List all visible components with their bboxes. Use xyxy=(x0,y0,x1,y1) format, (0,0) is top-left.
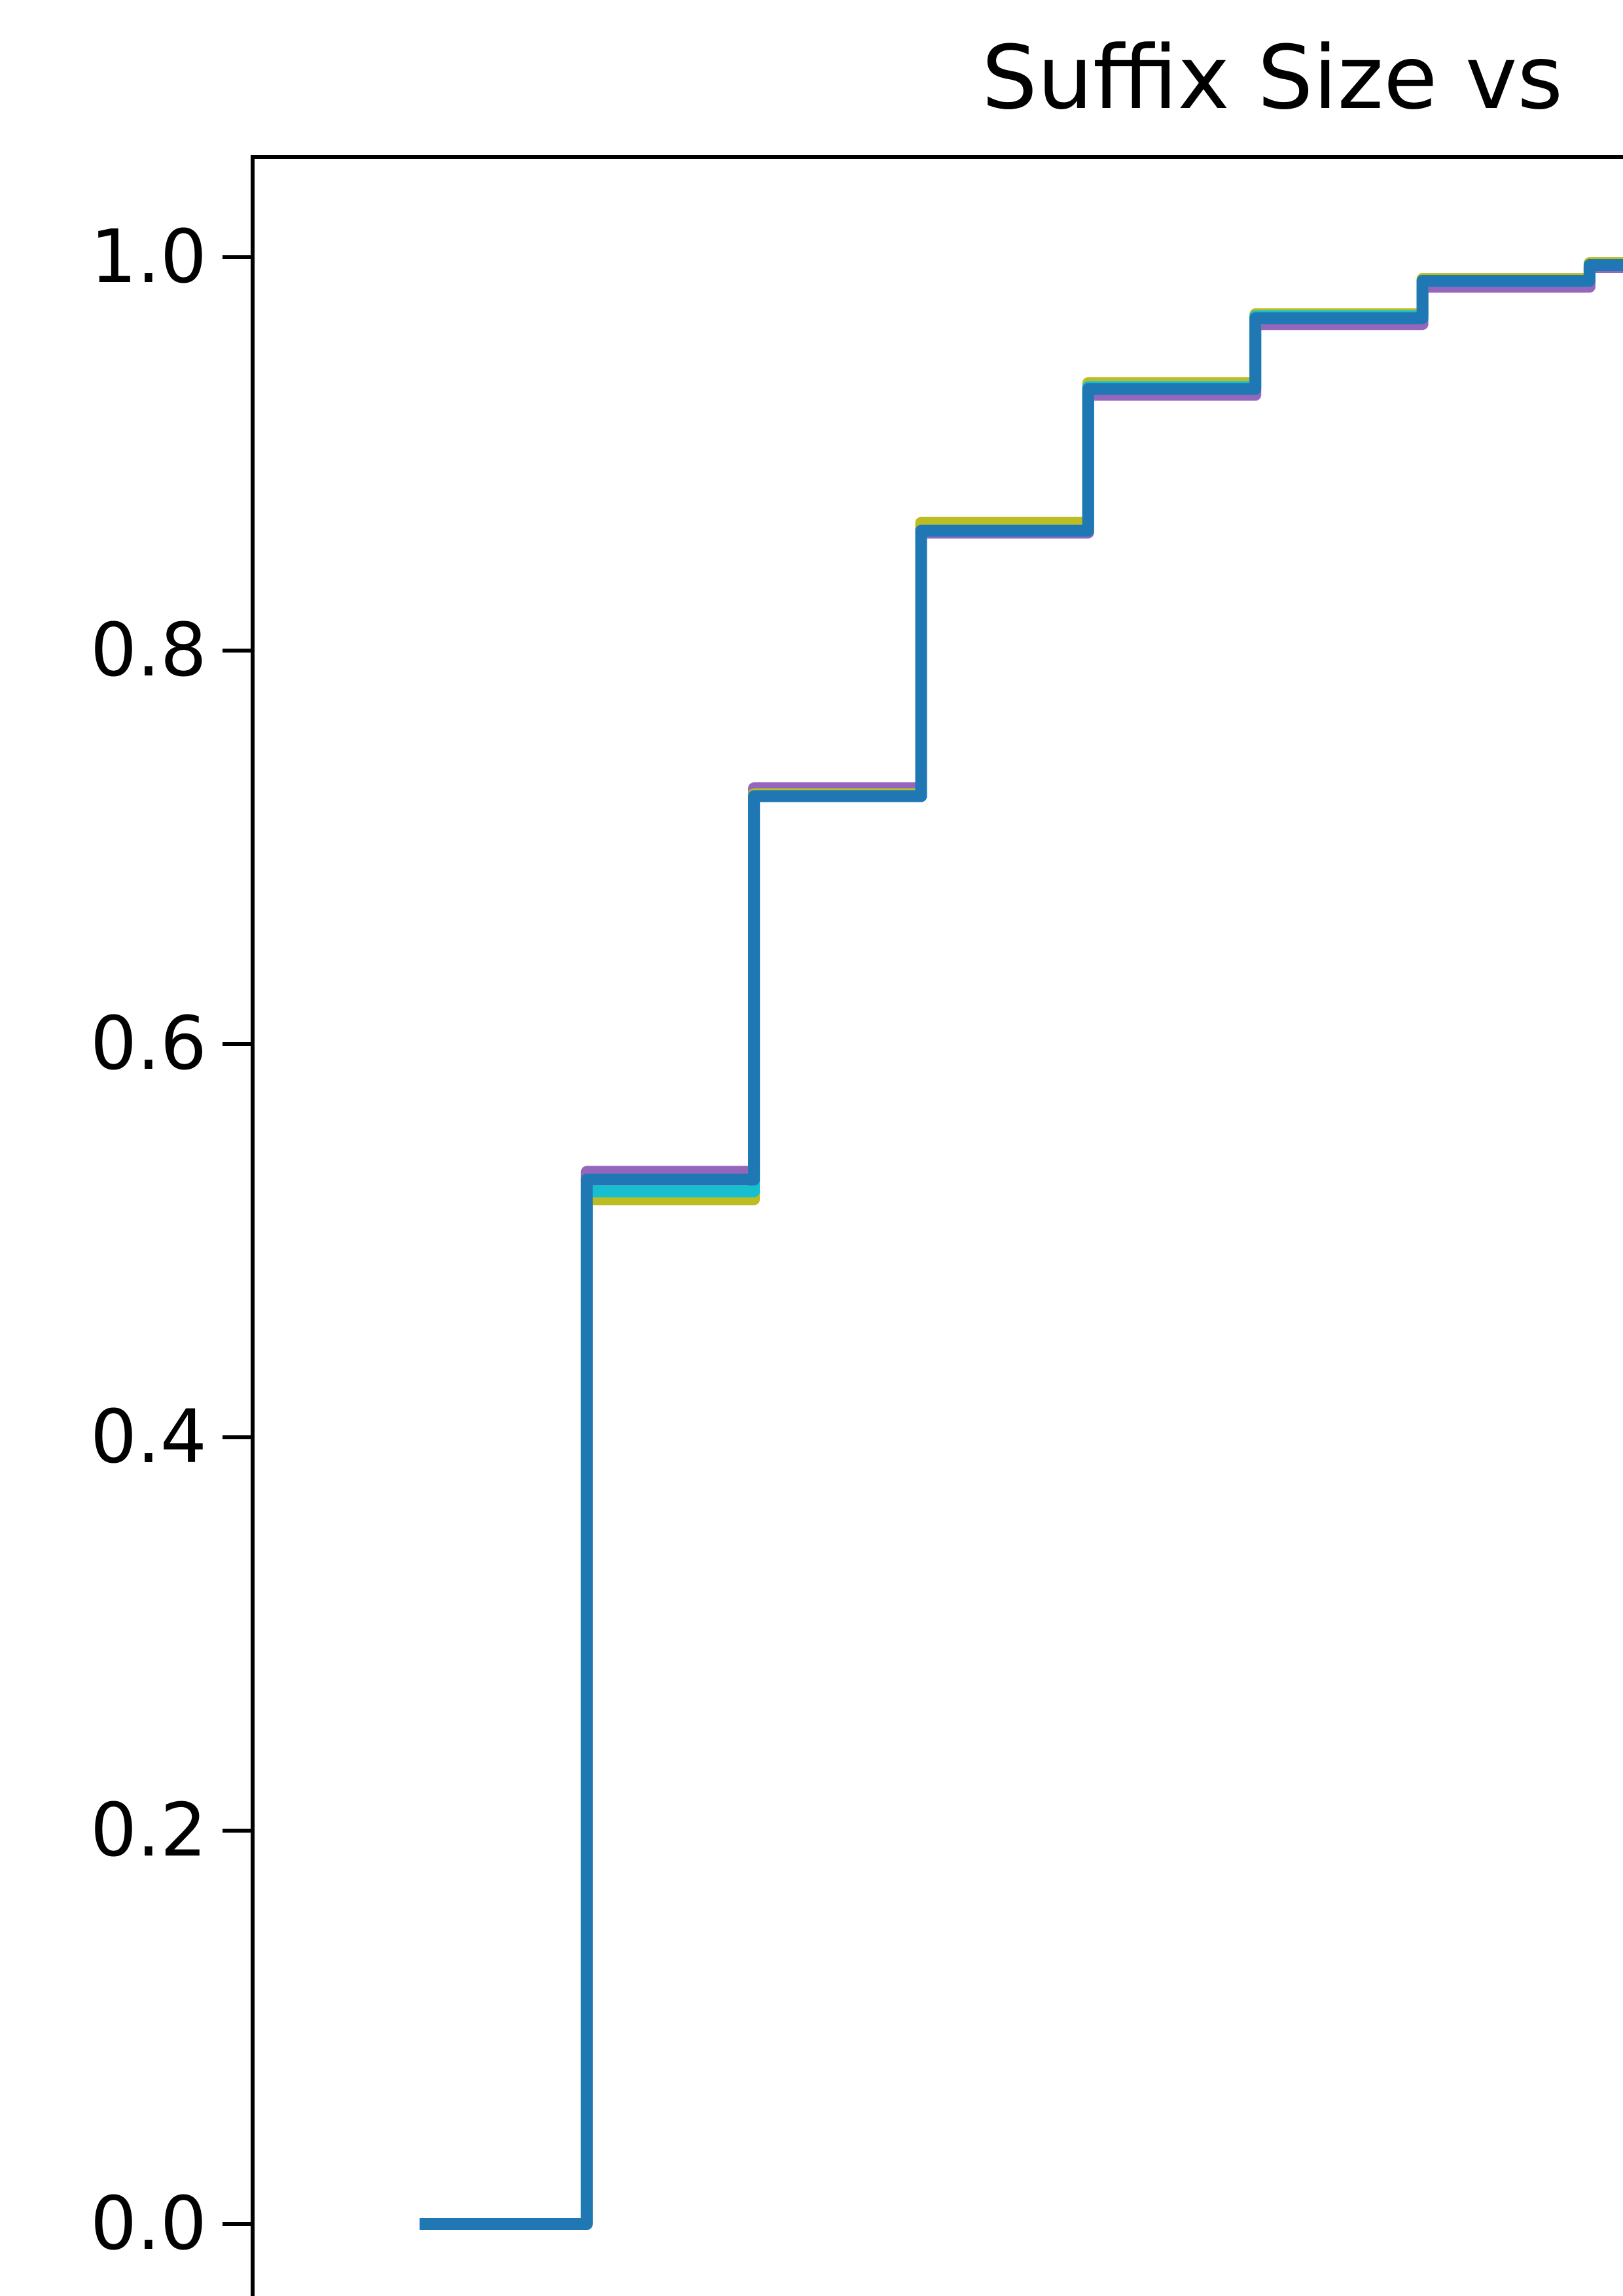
y-tick-label: 0.6 xyxy=(90,1001,207,1086)
chart-title-group: Suffix Size vs xyxy=(982,27,1563,129)
y-tick-label: 0.2 xyxy=(90,1788,207,1873)
y-ticks: 0.0 0.2 0.4 0.6 0.8 1.0 xyxy=(90,215,253,2267)
series-line-2 xyxy=(419,257,1623,2230)
series-line-4 xyxy=(419,259,1623,2230)
chart-title: Suffix Size vs xyxy=(982,27,1563,129)
y-tick-label: 1.0 xyxy=(90,215,207,300)
y-tick-label: 0.0 xyxy=(90,2181,207,2267)
y-tick-label: 0.4 xyxy=(90,1395,207,1480)
series-line-1 xyxy=(419,261,1623,2230)
series-layer xyxy=(419,257,1623,2230)
y-tick-label: 0.8 xyxy=(90,608,207,693)
series-line-3 xyxy=(419,259,1623,2230)
